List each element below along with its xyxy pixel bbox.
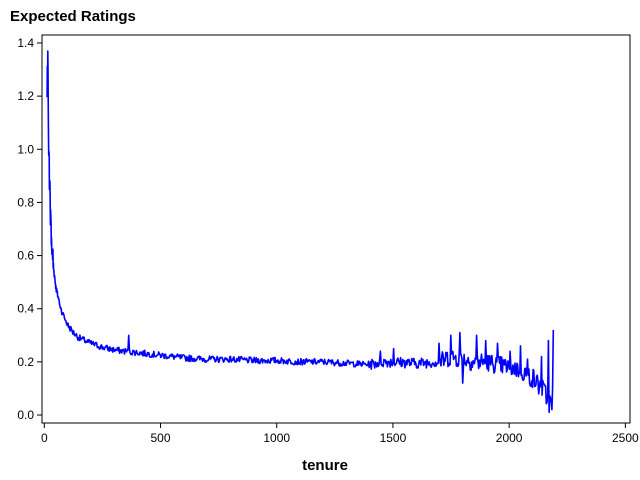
x-tick-label: 2500 bbox=[612, 431, 639, 445]
y-tick-label: 0.4 bbox=[17, 302, 34, 316]
x-tick-label: 1500 bbox=[380, 431, 407, 445]
x-tick-label: 0 bbox=[41, 431, 48, 445]
y-tick-label: 1.4 bbox=[17, 36, 34, 50]
chart-title: Expected Ratings bbox=[10, 8, 136, 25]
y-tick-label: 1.0 bbox=[17, 142, 34, 156]
x-tick-label: 2000 bbox=[496, 431, 523, 445]
x-axis: 0 500 1000 1500 2000 2500 bbox=[41, 423, 639, 445]
x-axis-label: tenure bbox=[302, 457, 348, 474]
y-tick-label: 1.2 bbox=[17, 89, 34, 103]
x-tick-label: 500 bbox=[151, 431, 171, 445]
y-tick-label: 0.2 bbox=[17, 355, 34, 369]
y-tick-label: 0.8 bbox=[17, 195, 34, 209]
y-tick-label: 0.6 bbox=[17, 249, 34, 263]
series-group bbox=[46, 50, 555, 414]
series-line bbox=[46, 50, 555, 414]
y-axis: 0.0 0.2 0.4 0.6 0.8 1.0 1.2 1.4 bbox=[17, 36, 42, 422]
plot-frame bbox=[41, 34, 631, 424]
y-tick-label: 0.0 bbox=[17, 408, 34, 422]
x-tick-label: 1000 bbox=[263, 431, 290, 445]
